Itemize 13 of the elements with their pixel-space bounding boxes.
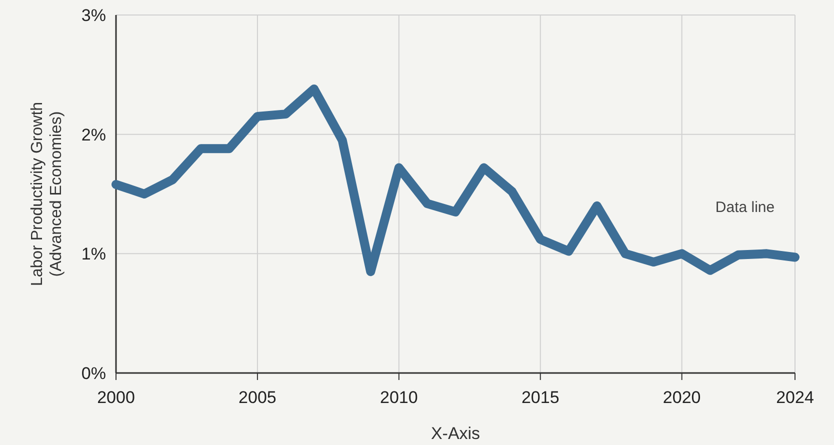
y-tick-label: 1% (81, 244, 106, 264)
y-axis-title: Labor Productivity Growth (Advanced Economies) (29, 102, 65, 286)
x-tick-label: 2024 (776, 388, 814, 407)
y-tick-label: 2% (81, 125, 106, 144)
x-tick-label: 2015 (521, 388, 560, 407)
y-tick-label: 0% (81, 364, 106, 383)
x-tick-label: 2010 (380, 388, 418, 407)
x-tick-label: 2000 (97, 388, 135, 407)
x-tick-label: 2020 (662, 388, 701, 407)
text: Data line (715, 199, 775, 216)
x-tick-label: 2005 (238, 388, 276, 407)
y-tick-label: 3% (81, 6, 106, 25)
x-axis-title: X-Axis (430, 424, 480, 443)
